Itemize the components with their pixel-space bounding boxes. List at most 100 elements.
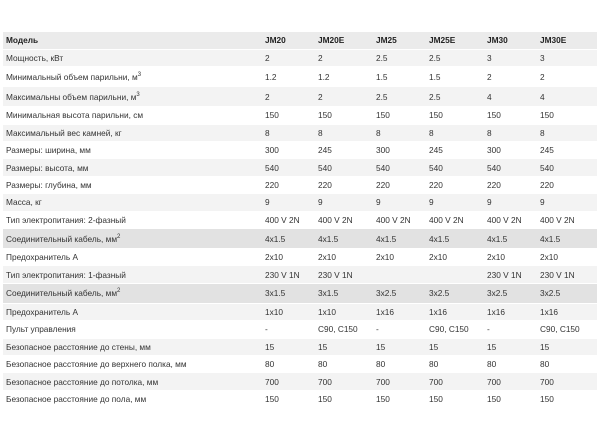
value-cell: 540 bbox=[484, 158, 537, 177]
table-row: Размеры: ширина, мм 300 245 300 245 300 245 bbox=[3, 141, 597, 159]
value-cell: C90, C150 bbox=[426, 320, 484, 339]
value-cell: 150 bbox=[426, 390, 484, 408]
value-cell: - bbox=[484, 320, 537, 339]
row-label-text: Максимальный вес камней, кг bbox=[6, 127, 122, 138]
row-label: Масса, кг bbox=[3, 193, 262, 212]
header-cell: JM25 bbox=[373, 32, 426, 50]
row-label-text: Масса, кг bbox=[6, 197, 42, 208]
header-cell: JM30E bbox=[537, 32, 597, 50]
unit-superscript: 3 bbox=[137, 71, 142, 78]
value-cell: 3x1.5 bbox=[315, 283, 373, 304]
table-row: Безопасное расстояние до стены, мм 15 15 15… bbox=[3, 338, 597, 356]
value-cell: 2 bbox=[315, 49, 373, 67]
table-row: Безопасное расстояние до пола, мм 150 150 1… bbox=[3, 390, 597, 408]
value-cell: 9 bbox=[373, 193, 426, 212]
row-label-text: Безопасное расстояние до пола, мм bbox=[6, 394, 147, 405]
value-cell: 9 bbox=[426, 193, 484, 212]
value-cell: 9 bbox=[262, 193, 315, 212]
value-cell: 400 V 2N bbox=[484, 211, 537, 229]
row-label: Максимальный вес камней, кг bbox=[3, 124, 262, 142]
value-cell: 400 V 2N bbox=[373, 211, 426, 229]
row-label-text: Размеры: высота, мм bbox=[6, 162, 89, 173]
value-cell: 1.2 bbox=[262, 66, 315, 87]
value-cell: 80 bbox=[373, 355, 426, 373]
row-label-text: Размеры: глубина, мм bbox=[6, 180, 92, 191]
table-row: Максимальны объем парильни, м3 2 2 2.5 2.5 4 4 bbox=[3, 86, 597, 107]
value-cell: 1x10 bbox=[262, 303, 315, 321]
value-cell: 150 bbox=[373, 106, 426, 125]
value-cell: 1.5 bbox=[373, 66, 426, 87]
header-cell: JM25E bbox=[426, 32, 484, 50]
value-cell: 2 bbox=[262, 86, 315, 107]
row-label-text: Мощность, кВт bbox=[6, 53, 64, 64]
row-label: Безопасное расстояние до стены, мм bbox=[3, 338, 262, 356]
value-cell: 2x10 bbox=[537, 248, 597, 266]
value-cell: 400 V 2N bbox=[315, 211, 373, 229]
specs-table: Модель JM20 JM20E JM25 JM25E JM30 JM30E … bbox=[3, 32, 597, 408]
unit-superscript: 2 bbox=[117, 233, 121, 240]
value-cell: 15 bbox=[373, 338, 426, 356]
row-label: Безопасное расстояние до пола, мм bbox=[3, 390, 262, 408]
value-cell: 2x10 bbox=[373, 248, 426, 266]
row-label-text: Пульт управления bbox=[6, 324, 76, 335]
value-cell: 150 bbox=[262, 106, 315, 125]
value-cell: 540 bbox=[262, 158, 315, 177]
value-cell: - bbox=[373, 320, 426, 339]
value-cell: - bbox=[262, 320, 315, 339]
value-cell: 150 bbox=[373, 390, 426, 408]
table-row: Соединительный кабель, мм2 3x1.5 3x1.5 3x2.… bbox=[3, 283, 597, 304]
value-cell: 1.5 bbox=[426, 66, 484, 87]
value-cell: 3 bbox=[484, 49, 537, 67]
value-cell: 8 bbox=[537, 124, 597, 142]
value-cell: 1x16 bbox=[484, 303, 537, 321]
row-label: Минимальная высота парильни, см bbox=[3, 106, 262, 125]
value-cell: 700 bbox=[426, 372, 484, 391]
row-label: Тип электропитания: 1-фазный bbox=[3, 265, 262, 284]
value-cell: 2.5 bbox=[426, 49, 484, 67]
value-cell: 4 bbox=[484, 86, 537, 107]
value-cell: 150 bbox=[484, 106, 537, 125]
value-cell: 245 bbox=[537, 141, 597, 159]
value-cell: 2 bbox=[484, 66, 537, 87]
value-cell bbox=[426, 265, 484, 284]
row-label-text: Минимальный объем парильни, м bbox=[6, 71, 138, 82]
value-cell: 8 bbox=[373, 124, 426, 142]
value-cell: 150 bbox=[315, 390, 373, 408]
value-cell: 8 bbox=[315, 124, 373, 142]
value-cell: 220 bbox=[426, 176, 484, 194]
value-cell: 80 bbox=[484, 355, 537, 373]
value-cell: 150 bbox=[537, 390, 597, 408]
value-cell: 220 bbox=[262, 176, 315, 194]
row-label-text: Соединительный кабель, мм bbox=[6, 288, 118, 299]
value-cell: 3x2.5 bbox=[537, 283, 597, 304]
row-label-text: Соединительный кабель, мм bbox=[6, 233, 118, 244]
table-row: Минимальная высота парильни, см 150 150 150… bbox=[3, 106, 597, 125]
row-label: Размеры: высота, мм bbox=[3, 158, 262, 177]
value-cell: 150 bbox=[315, 106, 373, 125]
value-cell: 3x2.5 bbox=[484, 283, 537, 304]
value-cell: 300 bbox=[373, 141, 426, 159]
row-label: Безопасное расстояние до потолка, мм bbox=[3, 372, 262, 391]
value-cell: 80 bbox=[426, 355, 484, 373]
table-row: Масса, кг 9 9 9 9 9 9 bbox=[3, 193, 597, 212]
value-cell: 1x16 bbox=[537, 303, 597, 321]
value-cell: 700 bbox=[262, 372, 315, 391]
value-cell: 1x10 bbox=[315, 303, 373, 321]
value-cell: 4x1.5 bbox=[315, 228, 373, 249]
value-cell: 8 bbox=[426, 124, 484, 142]
row-label-text: Предохранитель А bbox=[6, 306, 79, 317]
row-label-text: Безопасное расстояние до верхнего полка,… bbox=[6, 359, 187, 370]
table-row: Тип электропитания: 2-фазный 400 V 2N 400 … bbox=[3, 211, 597, 229]
table-row: Соединительный кабель, мм2 4x1.5 4x1.5 4x1.… bbox=[3, 228, 597, 249]
value-cell: 1x16 bbox=[373, 303, 426, 321]
value-cell: 245 bbox=[315, 141, 373, 159]
value-cell: 15 bbox=[315, 338, 373, 356]
unit-superscript: 2 bbox=[117, 288, 121, 295]
value-cell: 15 bbox=[537, 338, 597, 356]
value-cell: 230 V 1N bbox=[262, 265, 315, 284]
value-cell: 220 bbox=[315, 176, 373, 194]
value-cell: 3 bbox=[537, 49, 597, 67]
row-label-text: Безопасное расстояние до потолка, мм bbox=[6, 376, 159, 387]
row-label-text: Размеры: ширина, мм bbox=[6, 145, 91, 156]
value-cell: 8 bbox=[484, 124, 537, 142]
